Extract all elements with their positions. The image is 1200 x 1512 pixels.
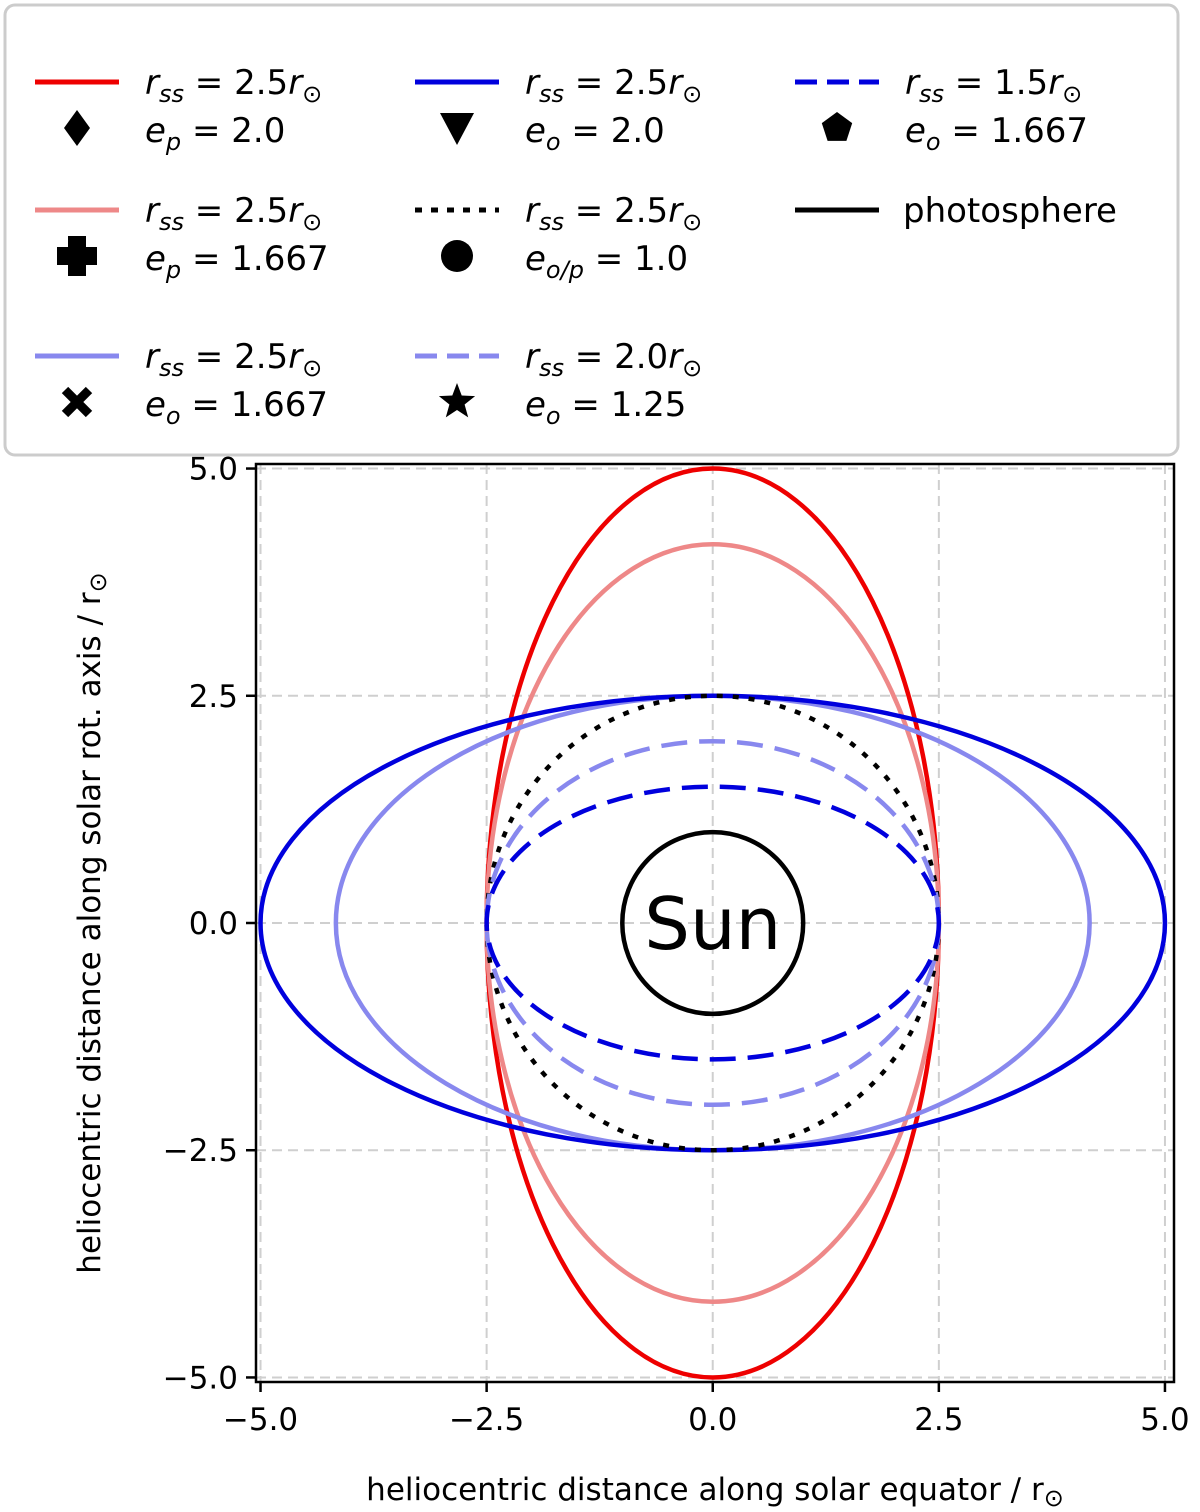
legend-r-text: rss = 2.5r⊙ xyxy=(525,191,702,236)
plot-area: Sun −5.0 −2.5 0.0 2.5 5.0 5.0 2.5 0.0 −2.5 −5.0 hel… xyxy=(72,452,1190,1512)
legend-entry-o125: rss = 2.0r⊙eo = 1.25 xyxy=(415,337,702,430)
legend-r-text: rss = 2.0r⊙ xyxy=(525,337,702,382)
legend-entry-o167: rss = 2.5r⊙eo = 1.667 xyxy=(35,337,328,430)
x-axis-label: heliocentric distance along solar equato… xyxy=(366,1472,1064,1512)
legend-r-text: rss = 2.5r⊙ xyxy=(145,191,322,236)
x-tick-label: 2.5 xyxy=(914,1402,963,1438)
legend-e-text: ep = 1.667 xyxy=(145,239,329,284)
legend-entry-photo: photosphere xyxy=(795,191,1117,231)
legend-r-text: rss = 1.5r⊙ xyxy=(905,63,1082,108)
legend-entry-o15: rss = 1.5r⊙eo = 1.667 xyxy=(795,63,1088,156)
legend-marker-x xyxy=(61,386,93,418)
series-curve-photo xyxy=(620,829,806,1017)
y-tick-label: 2.5 xyxy=(189,679,238,715)
legend-r-text: rss = 2.5r⊙ xyxy=(145,337,322,382)
y-tick-label: 5.0 xyxy=(189,452,238,488)
legend-label-photo: photosphere xyxy=(903,191,1117,231)
legend-e-text: eo = 2.0 xyxy=(525,111,665,156)
sun-annotation: Sun xyxy=(644,882,781,966)
legend-e-text: eo = 1.25 xyxy=(525,385,686,430)
x-tick-label: −5.0 xyxy=(223,1402,298,1438)
y-tick-label: −5.0 xyxy=(163,1360,238,1396)
legend-entry-o2: rss = 2.5r⊙eo = 2.0 xyxy=(415,63,702,156)
legend-marker-pentagon xyxy=(821,112,853,141)
legend-entry-p2: rss = 2.5r⊙ep = 2.0 xyxy=(35,63,322,156)
legend-entry-e1: rss = 2.5r⊙eo/p = 1.0 xyxy=(415,191,702,284)
legend-e-text: ep = 2.0 xyxy=(145,111,285,156)
y-axis-label: heliocentric distance along solar rot. a… xyxy=(72,572,112,1273)
legend-e-text: eo = 1.667 xyxy=(145,385,328,430)
y-tick-label: −2.5 xyxy=(163,1133,238,1169)
legend-e-text: eo = 1.667 xyxy=(905,111,1088,156)
legend-marker-circle xyxy=(441,240,473,272)
y-tick-label: 0.0 xyxy=(189,906,238,942)
legend-box xyxy=(3,3,1180,457)
legend-marker-diamond xyxy=(64,110,90,146)
legend-r-text: rss = 2.5r⊙ xyxy=(145,63,322,108)
legend-marker-plus xyxy=(57,236,97,276)
legend-marker-triangle xyxy=(440,113,474,145)
x-tick-label: −2.5 xyxy=(449,1402,524,1438)
legend-r-text: rss = 2.5r⊙ xyxy=(525,63,702,108)
series-curve-o15 xyxy=(484,784,942,1062)
legend-e-text: eo/p = 1.0 xyxy=(525,239,688,284)
legend-marker-star xyxy=(438,383,476,418)
x-tick-label: 5.0 xyxy=(1140,1402,1189,1438)
x-tick-label: 0.0 xyxy=(688,1402,737,1438)
legend-entry-p167: rss = 2.5r⊙ep = 1.667 xyxy=(35,191,329,284)
